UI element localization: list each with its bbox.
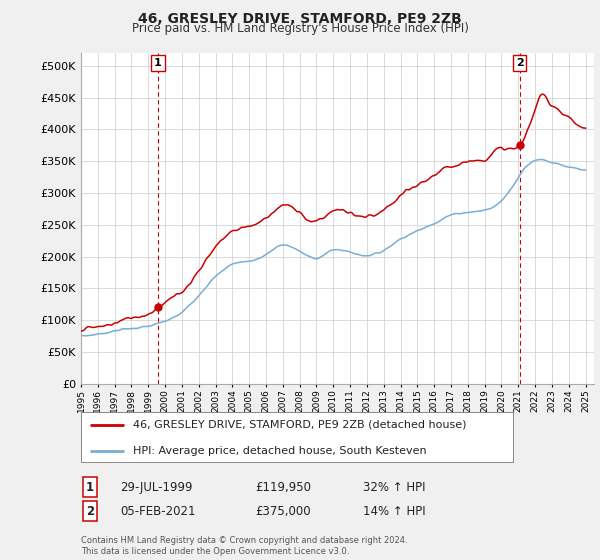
Text: 32% ↑ HPI: 32% ↑ HPI [363, 480, 425, 494]
Text: £375,000: £375,000 [255, 505, 311, 518]
Text: Contains HM Land Registry data © Crown copyright and database right 2024.
This d: Contains HM Land Registry data © Crown c… [81, 536, 407, 556]
Text: 2: 2 [86, 505, 94, 518]
Text: Price paid vs. HM Land Registry's House Price Index (HPI): Price paid vs. HM Land Registry's House … [131, 22, 469, 35]
Text: £119,950: £119,950 [255, 480, 311, 494]
Text: HPI: Average price, detached house, South Kesteven: HPI: Average price, detached house, Sout… [133, 446, 427, 456]
Text: 14% ↑ HPI: 14% ↑ HPI [363, 505, 425, 518]
Text: 46, GRESLEY DRIVE, STAMFORD, PE9 2ZB (detached house): 46, GRESLEY DRIVE, STAMFORD, PE9 2ZB (de… [133, 419, 466, 430]
Text: 05-FEB-2021: 05-FEB-2021 [120, 505, 196, 518]
Text: 29-JUL-1999: 29-JUL-1999 [120, 480, 193, 494]
Text: 46, GRESLEY DRIVE, STAMFORD, PE9 2ZB: 46, GRESLEY DRIVE, STAMFORD, PE9 2ZB [138, 12, 462, 26]
Text: 1: 1 [154, 58, 162, 68]
Text: 1: 1 [86, 480, 94, 494]
Text: 2: 2 [516, 58, 524, 68]
